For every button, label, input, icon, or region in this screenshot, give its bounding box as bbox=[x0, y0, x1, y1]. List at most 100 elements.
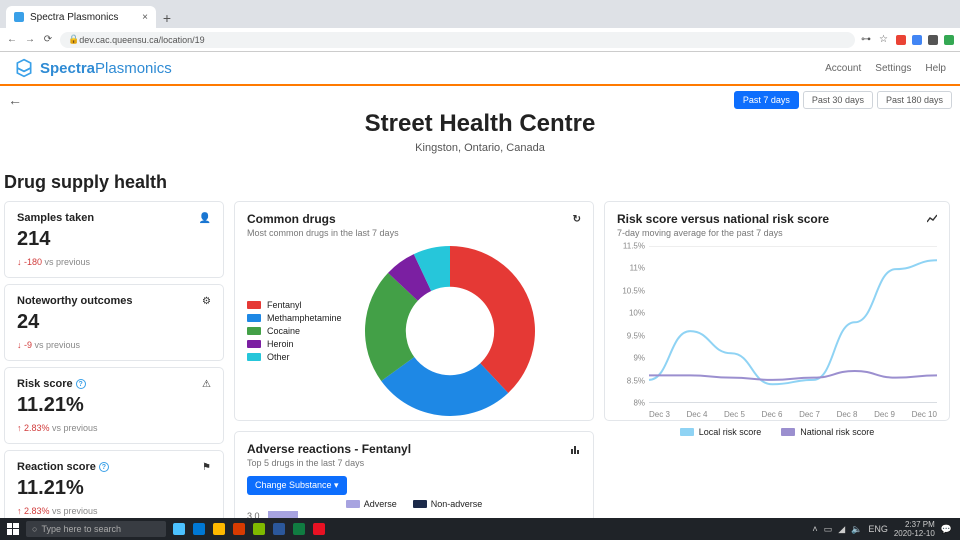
card-subtitle: Top 5 drugs in the last 7 days bbox=[247, 458, 581, 468]
x-tick: Dec 9 bbox=[874, 410, 895, 421]
chart-icon[interactable] bbox=[927, 214, 937, 224]
address-bar[interactable]: 🔒 dev.cac.queensu.ca/location/19 bbox=[60, 32, 855, 48]
adverse-reactions-card: Adverse reactions - Fentanyl Top 5 drugs… bbox=[234, 431, 594, 526]
brand-name: SpectraPlasmonics bbox=[40, 60, 172, 77]
common-drugs-card: Common drugs ↻ Most common drugs in the … bbox=[234, 201, 594, 421]
browser-tab-strip: Spectra Plasmonics × + bbox=[0, 0, 960, 28]
kpi-card: Samples taken👤214↓ -180 vs previous bbox=[4, 201, 224, 278]
star-icon[interactable]: ☆ bbox=[879, 34, 888, 45]
tray-wifi-icon[interactable]: ◢ bbox=[838, 524, 845, 535]
extension-icon[interactable] bbox=[912, 35, 922, 45]
close-icon[interactable]: × bbox=[142, 12, 148, 23]
browser-tab[interactable]: Spectra Plasmonics × bbox=[6, 6, 156, 28]
taskbar-clock[interactable]: 2:37 PM 2020-12-10 bbox=[894, 520, 935, 538]
taskbar-app-icon[interactable] bbox=[270, 520, 288, 538]
browser-toolbar: ← → ⟳ 🔒 dev.cac.queensu.ca/location/19 ⊶… bbox=[0, 28, 960, 52]
taskbar-app-icon[interactable] bbox=[310, 520, 328, 538]
tray-volume-icon[interactable]: 🔈 bbox=[851, 524, 862, 535]
taskbar-search[interactable]: ○ Type here to search bbox=[26, 521, 166, 537]
kpi-value: 214 bbox=[17, 228, 211, 251]
y-tick: 9.5% bbox=[627, 331, 645, 340]
kpi-column: Samples taken👤214↓ -180 vs previousNotew… bbox=[4, 201, 224, 527]
brand[interactable]: SpectraPlasmonics bbox=[14, 58, 172, 78]
header-link[interactable]: Settings bbox=[875, 63, 911, 74]
donut-legend: Fentanyl Methamphetamine Cocaine Heroin Othe… bbox=[247, 297, 342, 365]
adverse-legend: Adverse Non-adverse bbox=[247, 499, 581, 509]
x-tick: Dec 10 bbox=[912, 410, 937, 421]
taskbar-app-icon[interactable] bbox=[250, 520, 268, 538]
help-icon[interactable]: ? bbox=[76, 379, 86, 389]
taskbar-app-icon[interactable] bbox=[290, 520, 308, 538]
extension-icon[interactable] bbox=[928, 35, 938, 45]
legend-item: Other bbox=[247, 352, 342, 362]
system-tray: ˄ ▭ ◢ 🔈 ENG 2:37 PM 2020-12-10 💬 bbox=[812, 520, 956, 538]
donut-chart bbox=[350, 246, 550, 416]
help-icon[interactable]: ? bbox=[99, 462, 109, 472]
url-text: dev.cac.queensu.ca/location/19 bbox=[79, 35, 204, 45]
period-button[interactable]: Past 180 days bbox=[877, 91, 952, 109]
legend-item: Local risk score bbox=[680, 427, 762, 437]
y-tick: 11.5% bbox=[623, 242, 645, 251]
legend-label: Local risk score bbox=[699, 427, 762, 437]
legend-item: National risk score bbox=[781, 427, 874, 437]
refresh-icon[interactable]: ↻ bbox=[573, 214, 581, 225]
period-button[interactable]: Past 7 days bbox=[734, 91, 799, 109]
reload-icon[interactable]: ⟳ bbox=[42, 34, 54, 45]
x-tick: Dec 8 bbox=[837, 410, 858, 421]
forward-icon[interactable]: → bbox=[24, 34, 36, 45]
chart-icon[interactable] bbox=[571, 444, 581, 454]
legend-item: Adverse bbox=[346, 499, 397, 509]
legend-item: Fentanyl bbox=[247, 300, 342, 310]
x-tick: Dec 6 bbox=[762, 410, 783, 421]
kpi-card: Noteworthy outcomes⚙24↓ -9 vs previous bbox=[4, 284, 224, 361]
card-title: Adverse reactions - Fentanyl bbox=[247, 442, 411, 456]
kpi-title: Risk score? bbox=[17, 378, 86, 390]
extension-icon[interactable] bbox=[896, 35, 906, 45]
legend-swatch bbox=[680, 428, 694, 436]
new-tab-button[interactable]: + bbox=[156, 10, 178, 28]
search-icon: ○ bbox=[32, 524, 37, 534]
legend-swatch bbox=[247, 340, 261, 348]
y-tick: 8% bbox=[633, 399, 645, 408]
taskbar-app-icon[interactable] bbox=[170, 520, 188, 538]
legend-label: Non-adverse bbox=[431, 499, 483, 509]
kpi-title: Samples taken bbox=[17, 212, 94, 224]
extension-icon[interactable] bbox=[944, 35, 954, 45]
tab-title: Spectra Plasmonics bbox=[30, 12, 118, 23]
tray-battery-icon[interactable]: ▭ bbox=[824, 524, 833, 535]
back-icon[interactable]: ← bbox=[6, 34, 18, 45]
start-button[interactable] bbox=[4, 520, 22, 538]
legend-swatch bbox=[346, 500, 360, 508]
kpi-title: Reaction score? bbox=[17, 461, 109, 473]
windows-taskbar: ○ Type here to search ˄ ▭ ◢ 🔈 ENG 2:37 P… bbox=[0, 518, 960, 540]
legend-item: Heroin bbox=[247, 339, 342, 349]
taskbar-app-icon[interactable] bbox=[190, 520, 208, 538]
legend-label: National risk score bbox=[800, 427, 874, 437]
kpi-card: Reaction score?⚑11.21%↑ 2.83% vs previou… bbox=[4, 450, 224, 527]
page-back-icon[interactable]: ← bbox=[8, 92, 22, 108]
browser-extensions: ⊶ ☆ bbox=[861, 34, 954, 45]
page-subtitle: Kingston, Ontario, Canada bbox=[0, 142, 960, 154]
tray-chevron-icon[interactable]: ˄ bbox=[812, 524, 817, 534]
y-tick: 10.5% bbox=[622, 286, 645, 295]
taskbar-app-icon[interactable] bbox=[230, 520, 248, 538]
legend-item: Cocaine bbox=[247, 326, 342, 336]
change-substance-button[interactable]: Change Substance ▾ bbox=[247, 476, 347, 495]
legend-item: Methamphetamine bbox=[247, 313, 342, 323]
header-link[interactable]: Help bbox=[925, 63, 946, 74]
risk-score-card: Risk score versus national risk score 7-… bbox=[604, 201, 950, 421]
y-tick: 9% bbox=[633, 354, 645, 363]
legend-swatch bbox=[247, 301, 261, 309]
y-tick: 10% bbox=[629, 309, 645, 318]
y-tick: 8.5% bbox=[627, 376, 645, 385]
kpi-trend: ↑ 2.83% vs previous bbox=[17, 506, 211, 516]
taskbar-app-icon[interactable] bbox=[210, 520, 228, 538]
x-tick: Dec 3 bbox=[649, 410, 670, 421]
notification-icon[interactable]: 💬 bbox=[941, 524, 952, 535]
period-button[interactable]: Past 30 days bbox=[803, 91, 873, 109]
line-chart: 11.5%11%10.5%10%9.5%9%8.5%8% Dec 3Dec 4D… bbox=[617, 246, 937, 421]
tray-lang[interactable]: ENG bbox=[868, 524, 888, 534]
key-icon[interactable]: ⊶ bbox=[861, 34, 871, 45]
header-link[interactable]: Account bbox=[825, 63, 861, 74]
favicon-icon bbox=[14, 12, 24, 22]
